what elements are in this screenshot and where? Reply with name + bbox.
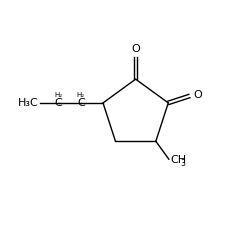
Text: 3: 3 — [180, 159, 185, 168]
Text: C: C — [55, 98, 63, 108]
Text: O: O — [131, 44, 140, 54]
Text: H₃C: H₃C — [18, 98, 39, 108]
Text: O: O — [193, 90, 202, 100]
Text: H₂: H₂ — [55, 92, 63, 98]
Text: C: C — [77, 98, 85, 108]
Text: CH: CH — [170, 155, 186, 165]
Text: H₂: H₂ — [77, 92, 85, 98]
